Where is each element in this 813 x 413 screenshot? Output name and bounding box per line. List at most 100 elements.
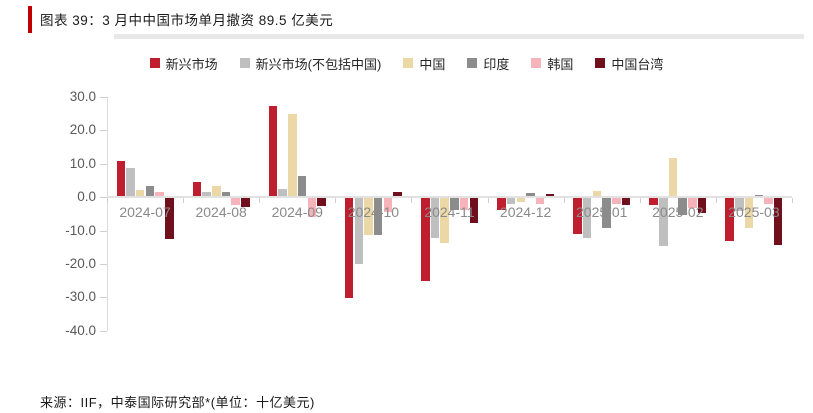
y-axis-tick-mark xyxy=(100,230,107,232)
y-axis-tick-label: -30.0 xyxy=(65,289,96,305)
bar-2024-12-series-0 xyxy=(497,198,506,210)
legend-item-0: 新兴市场 xyxy=(149,54,218,73)
y-axis-tick-label: -40.0 xyxy=(65,322,96,338)
x-axis-tick-mark xyxy=(107,198,108,204)
legend-item-5: 中国台湾 xyxy=(595,54,663,73)
bar-2024-08-series-5 xyxy=(241,198,250,207)
bar-2024-11-series-3 xyxy=(450,198,459,211)
x-axis-category-label: 2025-03 xyxy=(728,204,780,221)
bar-2025-02-series-3 xyxy=(678,198,687,215)
x-axis-category-label: 2024-07 xyxy=(119,204,171,221)
bar-2024-09-series-1 xyxy=(278,188,287,197)
bar-2025-02-series-4 xyxy=(688,198,697,209)
bar-2025-01-series-1 xyxy=(582,198,592,239)
bar-2024-12-series-2 xyxy=(516,198,525,202)
y-axis-tick-mark xyxy=(100,197,107,199)
bar-2025-01-series-5 xyxy=(621,198,631,206)
legend-swatch-icon xyxy=(531,58,542,68)
chart-frame-top-border xyxy=(114,34,804,39)
legend-swatch-icon xyxy=(149,58,160,68)
x-axis-category-label: 2024-12 xyxy=(499,204,552,221)
bar-2024-11-series-5 xyxy=(469,198,478,224)
bar-2024-12-series-5 xyxy=(545,193,555,197)
legend-item-2: 中国 xyxy=(403,54,445,73)
bar-2024-10-series-5 xyxy=(393,191,402,197)
bar-2024-09-series-2 xyxy=(288,114,297,197)
legend-label: 印度 xyxy=(483,56,510,72)
x-axis-tick-mark xyxy=(792,198,793,204)
bar-2025-03-series-5 xyxy=(773,198,783,245)
x-axis-category-label: 2024-11 xyxy=(424,204,475,221)
legend-label: 新兴市场 xyxy=(165,56,218,72)
y-axis-tick-mark xyxy=(100,264,107,265)
figure-header: 图表 39：3 月中中国市场单月撤资 89.5 亿美元 xyxy=(0,0,813,40)
y-axis-tick-label: 10.0 xyxy=(69,155,96,171)
legend-label: 新兴市场(不包括中国) xyxy=(255,56,382,72)
x-axis-tick-mark xyxy=(183,198,185,204)
bar-2024-08-series-2 xyxy=(212,186,221,197)
legend-item-4: 韩国 xyxy=(531,54,573,73)
source-note: 来源：IIF，中泰国际研究部*(单位：十亿美元) xyxy=(40,395,315,410)
bar-2024-08-series-3 xyxy=(221,192,231,197)
y-axis-tick-mark xyxy=(100,330,107,332)
y-axis-tick-mark xyxy=(100,97,107,98)
legend-swatch-icon xyxy=(403,58,414,68)
y-axis-tick-label: 20.0 xyxy=(69,122,96,138)
bar-2025-02-series-0 xyxy=(649,198,658,206)
bar-2024-10-series-0 xyxy=(344,198,354,299)
x-axis-tick-mark xyxy=(259,198,261,204)
y-axis-tick-label: 30.0 xyxy=(69,89,96,104)
y-axis-tick-label: -10.0 xyxy=(65,222,96,238)
bar-2024-11-series-4 xyxy=(459,198,469,211)
bar-2024-11-series-2 xyxy=(440,198,449,243)
legend-swatch-icon xyxy=(239,58,250,68)
bar-2024-08-series-1 xyxy=(202,191,211,197)
bar-2025-01-series-3 xyxy=(602,198,611,228)
bar-2024-08-series-4 xyxy=(231,198,240,206)
bar-2025-02-series-2 xyxy=(668,158,678,197)
bar-2025-03-series-3 xyxy=(754,195,764,197)
bar-2025-01-series-0 xyxy=(573,198,582,234)
bar-2024-09-series-4 xyxy=(307,198,317,217)
bar-2024-12-series-1 xyxy=(506,198,516,204)
legend-label: 中国 xyxy=(419,56,446,72)
bar-2024-08-series-0 xyxy=(192,181,202,197)
title-accent-bar xyxy=(28,6,32,33)
y-axis-tick-mark xyxy=(100,163,107,165)
figure-title: 图表 39：3 月中中国市场单月撤资 89.5 亿美元 xyxy=(40,13,334,28)
legend-swatch-icon xyxy=(467,58,478,68)
bar-2024-10-series-1 xyxy=(354,198,364,264)
bar-2025-02-series-1 xyxy=(659,198,668,246)
legend-item-3: 印度 xyxy=(467,54,509,73)
bar-2024-11-series-0 xyxy=(421,198,430,282)
bar-2025-03-series-4 xyxy=(764,198,773,204)
bar-2024-07-series-5 xyxy=(165,198,174,240)
legend-label: 中国台湾 xyxy=(611,56,664,72)
x-axis-tick-mark xyxy=(487,198,489,204)
x-axis-category-label: 2024-09 xyxy=(271,204,323,221)
bar-2024-10-series-2 xyxy=(364,198,373,235)
x-axis-tick-mark xyxy=(411,198,413,204)
bar-2024-12-series-3 xyxy=(526,192,535,197)
x-axis-category-label: 2024-10 xyxy=(347,204,400,221)
legend-item-1: 新兴市场(不包括中国) xyxy=(239,54,382,73)
bar-2025-01-series-4 xyxy=(612,198,621,205)
bar-2025-03-series-0 xyxy=(725,198,734,242)
bar-2025-03-series-1 xyxy=(735,198,744,211)
y-axis-line xyxy=(107,97,108,331)
bar-2024-07-series-2 xyxy=(135,189,145,197)
x-axis-category-label: 2025-01 xyxy=(576,204,628,221)
x-axis-category-label: 2024-08 xyxy=(195,204,247,221)
y-axis-tick-label: -20.0 xyxy=(65,256,96,271)
bar-2024-10-series-4 xyxy=(383,198,393,212)
bar-2024-07-series-0 xyxy=(116,160,126,197)
legend-swatch-icon xyxy=(595,58,606,68)
zero-baseline xyxy=(107,196,792,199)
y-axis-tick-label: 0.0 xyxy=(77,189,96,205)
x-axis-category-label: 2025-02 xyxy=(652,204,704,221)
bar-2025-03-series-2 xyxy=(744,198,754,229)
bar-2025-02-series-5 xyxy=(697,198,707,213)
x-axis-tick-mark xyxy=(335,198,337,204)
bar-2024-09-series-0 xyxy=(268,105,278,197)
